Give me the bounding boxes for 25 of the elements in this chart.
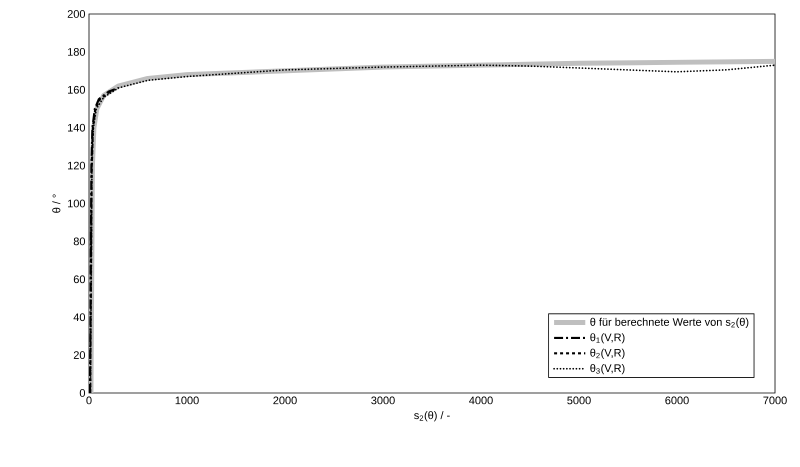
y-tick-label: 200 <box>68 10 86 18</box>
x-axis-title: s$_{2}$(θ) / - <box>414 411 450 422</box>
x-tick-label: 2000 <box>273 396 297 404</box>
x-tick-label: 6000 <box>665 396 689 404</box>
y-tick-label: 160 <box>68 86 86 94</box>
y-tick-label: 60 <box>74 275 86 284</box>
legend-label: θ$_{1}$(V,R) <box>590 333 625 344</box>
x-tick-label: 7000 <box>763 396 787 404</box>
x-tick-label: 1000 <box>176 396 199 404</box>
y-tick-label: 40 <box>74 313 86 322</box>
legend-label: θ$_{3}$(V,R) <box>590 364 625 374</box>
x-tick-label: 5000 <box>567 396 591 404</box>
y-tick-label: 0 <box>80 389 86 397</box>
y-axis-title: θ / ° <box>52 194 60 213</box>
y-tick-label: 180 <box>68 48 86 56</box>
x-tick-label: 4000 <box>469 396 493 404</box>
y-tick-label: 100 <box>68 200 86 208</box>
y-tick-label: 140 <box>68 124 86 132</box>
y-tick-label: 20 <box>74 351 86 359</box>
y-tick-label: 120 <box>68 162 86 170</box>
legend-label: θ$_{2}$(V,R) <box>590 348 625 359</box>
legend-label: θ für berechnete Werte von s$_{2}$(θ) <box>590 318 748 328</box>
y-tick-label: 80 <box>74 238 86 246</box>
x-tick-label: 0 <box>86 396 92 404</box>
x-tick-label: 3000 <box>371 396 395 404</box>
